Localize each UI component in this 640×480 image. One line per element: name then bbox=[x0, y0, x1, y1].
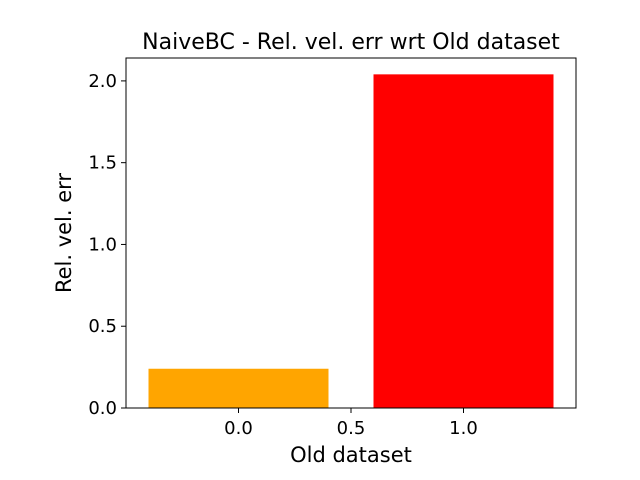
x-tick-label: 1.0 bbox=[449, 418, 478, 439]
y-tick-label: 0.0 bbox=[88, 398, 117, 419]
x-tick-label: 0.0 bbox=[224, 418, 253, 439]
y-axis-label: Rel. vel. err bbox=[52, 173, 76, 293]
y-tick-label: 1.5 bbox=[88, 153, 117, 174]
x-axis-label: Old dataset bbox=[290, 443, 412, 467]
y-tick-label: 1.0 bbox=[88, 234, 117, 255]
x-tick-label: 0.5 bbox=[337, 418, 366, 439]
y-axis-ticks: 0.0 0.5 1.0 1.5 2.0 bbox=[88, 71, 126, 419]
chart-title: NaiveBC - Rel. vel. err wrt Old dataset bbox=[142, 30, 560, 55]
bar-0 bbox=[148, 368, 329, 408]
bars-layer bbox=[148, 74, 554, 409]
bar-1 bbox=[373, 74, 554, 409]
x-axis-ticks: 0.0 0.5 1.0 bbox=[224, 408, 478, 439]
y-tick-label: 0.5 bbox=[88, 316, 117, 337]
y-tick-label: 2.0 bbox=[88, 71, 117, 92]
